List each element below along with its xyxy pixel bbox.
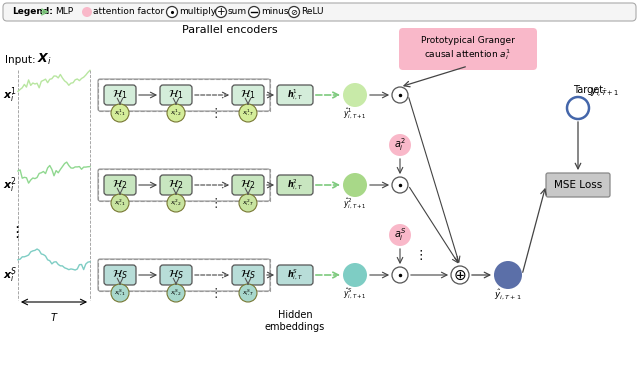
Text: $x_{i,2}^S$: $x_{i,2}^S$ [170,288,182,298]
Text: MSE Loss: MSE Loss [554,180,602,190]
Text: $\hat{y}_{i,T+1}^1$: $\hat{y}_{i,T+1}^1$ [343,107,367,121]
Text: Parallel encoders: Parallel encoders [182,25,278,35]
Text: $x_{i,2}^1$: $x_{i,2}^1$ [170,108,182,118]
FancyBboxPatch shape [104,265,136,285]
Circle shape [451,266,469,284]
Text: $\oslash$: $\oslash$ [290,8,298,17]
Text: $\boldsymbol{x}_i^S$: $\boldsymbol{x}_i^S$ [3,265,17,285]
Text: $\oplus$: $\oplus$ [453,268,467,283]
Text: $\hat{y}_{i,T+1}^S$: $\hat{y}_{i,T+1}^S$ [343,287,367,301]
Text: $\vdots$: $\vdots$ [209,106,218,120]
Circle shape [392,267,408,283]
Circle shape [494,261,522,289]
Circle shape [239,284,257,302]
Circle shape [389,224,411,246]
Text: $\boldsymbol{h}_{i,T}^S$: $\boldsymbol{h}_{i,T}^S$ [287,268,303,282]
FancyBboxPatch shape [104,85,136,105]
Text: $\mathcal{H}_S$: $\mathcal{H}_S$ [112,269,128,281]
FancyBboxPatch shape [399,28,537,70]
Text: $\hat{y}_{i,T+1}^2$: $\hat{y}_{i,T+1}^2$ [343,197,367,211]
FancyBboxPatch shape [277,175,313,195]
Text: $T$: $T$ [50,311,58,323]
Text: $\boldsymbol{h}_{i,T}^2$: $\boldsymbol{h}_{i,T}^2$ [287,178,303,192]
Circle shape [248,7,259,18]
FancyBboxPatch shape [232,175,264,195]
Text: MLP: MLP [55,7,73,17]
Text: $x_{i,1}^1$: $x_{i,1}^1$ [114,108,126,118]
Text: multiply: multiply [179,7,216,17]
Text: $\mathcal{H}_S$: $\mathcal{H}_S$ [240,269,256,281]
Text: $x_{i,T}^S$: $x_{i,T}^S$ [242,288,254,298]
Text: $y_{i,T+1}$: $y_{i,T+1}$ [590,87,620,99]
Text: Hidden
embeddings: Hidden embeddings [265,310,325,332]
Circle shape [111,284,129,302]
Circle shape [239,194,257,212]
Text: +: + [217,7,225,17]
FancyBboxPatch shape [160,265,192,285]
Text: $x_{i,T}^2$: $x_{i,T}^2$ [242,198,254,208]
Text: Target:: Target: [573,85,606,95]
Circle shape [82,7,92,17]
Text: $x_{i,2}^2$: $x_{i,2}^2$ [170,198,182,208]
Text: Legend:: Legend: [12,7,53,17]
Circle shape [167,194,185,212]
Text: $\vdots$: $\vdots$ [209,196,218,210]
Text: $a_i^2$: $a_i^2$ [394,137,406,153]
Text: $\vdots$: $\vdots$ [413,248,422,262]
Circle shape [567,97,589,119]
Text: $x_{i,T}^1$: $x_{i,T}^1$ [242,108,254,118]
Text: $\boldsymbol{x}_i^1$: $\boldsymbol{x}_i^1$ [3,85,17,105]
Circle shape [389,134,411,156]
Text: minus: minus [261,7,289,17]
Text: $\mathcal{H}_2$: $\mathcal{H}_2$ [168,179,184,192]
FancyBboxPatch shape [104,175,136,195]
Text: $\boldsymbol{X}_i$: $\boldsymbol{X}_i$ [37,52,52,67]
FancyBboxPatch shape [160,85,192,105]
Text: $x_{i,1}^S$: $x_{i,1}^S$ [114,288,126,298]
Text: $\mathcal{H}_1$: $\mathcal{H}_1$ [112,88,128,101]
Circle shape [343,173,367,197]
Circle shape [167,104,185,122]
Circle shape [343,83,367,107]
Circle shape [216,7,227,18]
Text: $\vdots$: $\vdots$ [209,286,218,300]
Text: $x_{i,1}^2$: $x_{i,1}^2$ [114,198,126,208]
Circle shape [343,263,367,287]
FancyBboxPatch shape [546,173,610,197]
Circle shape [167,284,185,302]
FancyBboxPatch shape [160,175,192,195]
Text: $\mathcal{H}_1$: $\mathcal{H}_1$ [168,88,184,101]
Text: $\boldsymbol{x}_i^2$: $\boldsymbol{x}_i^2$ [3,175,17,195]
Text: $a_i^S$: $a_i^S$ [394,226,406,243]
Text: $\mathcal{H}_S$: $\mathcal{H}_S$ [168,269,184,281]
Text: $\boldsymbol{h}_{i,T}^1$: $\boldsymbol{h}_{i,T}^1$ [287,88,303,102]
Text: $\mathcal{H}_2$: $\mathcal{H}_2$ [240,179,256,192]
Circle shape [289,7,300,18]
Circle shape [392,87,408,103]
Circle shape [111,104,129,122]
Circle shape [111,194,129,212]
Text: ReLU: ReLU [301,7,323,17]
Text: Input:: Input: [5,55,36,65]
FancyBboxPatch shape [232,85,264,105]
Circle shape [392,177,408,193]
FancyBboxPatch shape [232,265,264,285]
Text: $\hat{y}_{i,T+1}$: $\hat{y}_{i,T+1}$ [494,288,522,302]
Text: Prototypical Granger
causal attention $a_i^1$: Prototypical Granger causal attention $a… [421,36,515,62]
Text: $\mathcal{H}_2$: $\mathcal{H}_2$ [112,179,128,192]
Text: $\vdots$: $\vdots$ [9,224,19,240]
Circle shape [239,104,257,122]
FancyBboxPatch shape [277,85,313,105]
Text: sum: sum [228,7,247,17]
FancyBboxPatch shape [3,3,636,21]
Circle shape [166,7,177,18]
FancyBboxPatch shape [277,265,313,285]
Text: attention factor: attention factor [93,7,164,17]
Text: $\mathcal{H}_1$: $\mathcal{H}_1$ [240,88,256,101]
